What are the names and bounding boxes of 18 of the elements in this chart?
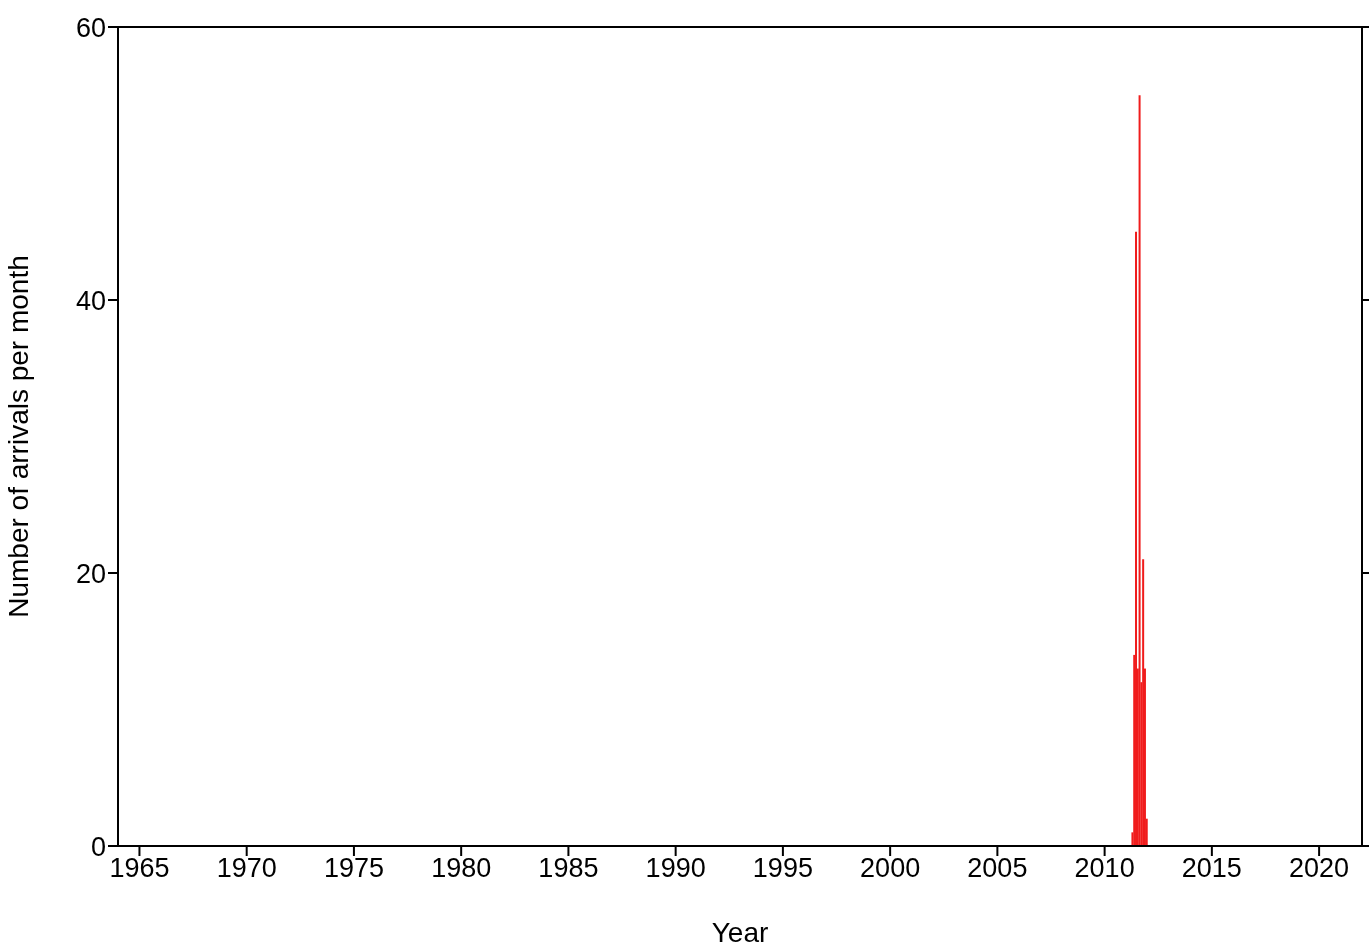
x-tick-label: 1985: [538, 853, 599, 884]
x-axis-title: Year: [711, 917, 769, 942]
x-tick-label: 1990: [645, 853, 706, 884]
x-tick-label: 1975: [323, 853, 384, 884]
y-tick-label: 20: [75, 558, 106, 589]
x-tick-label: 1965: [109, 853, 170, 884]
y-tick-label: 40: [75, 285, 106, 316]
x-tick-label: 2005: [967, 853, 1028, 884]
y-axis-title: Number of arrivals per month: [2, 255, 34, 618]
x-tick-label: 2020: [1289, 853, 1350, 884]
x-tick-label: 2000: [860, 853, 921, 884]
y-tick-label: 60: [75, 12, 106, 43]
x-tick-label: 2010: [1074, 853, 1135, 884]
x-tick-label: 1970: [216, 853, 277, 884]
x-tick-label: 1995: [752, 853, 813, 884]
x-tick-label: 2015: [1181, 853, 1242, 884]
x-tick-label: 1980: [431, 853, 492, 884]
y-tick-label: 0: [90, 831, 106, 862]
